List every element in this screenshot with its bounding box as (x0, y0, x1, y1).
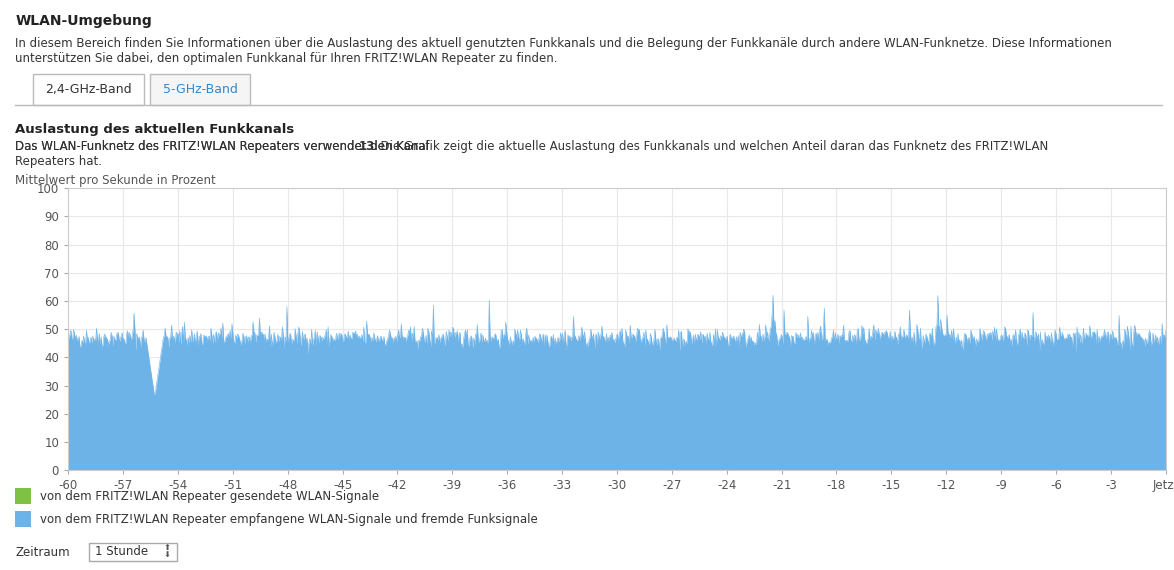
Text: 2,4-GHz-Band: 2,4-GHz-Band (46, 83, 131, 96)
Text: ⬆
⬇: ⬆ ⬇ (163, 543, 170, 560)
Text: 13: 13 (359, 140, 376, 153)
Text: Das WLAN-Funknetz des FRITZ!WLAN Repeaters verwendet den Kanal: Das WLAN-Funknetz des FRITZ!WLAN Repeate… (15, 140, 433, 153)
Text: Das WLAN-Funknetz des FRITZ!WLAN Repeaters verwendet den Kanal: Das WLAN-Funknetz des FRITZ!WLAN Repeate… (16, 140, 434, 153)
Text: Repeaters hat.: Repeaters hat. (15, 155, 102, 168)
Text: Auslastung des aktuellen Funkkanals: Auslastung des aktuellen Funkkanals (15, 123, 295, 136)
Text: 5-GHz-Band: 5-GHz-Band (163, 83, 237, 96)
Text: von dem FRITZ!WLAN Repeater empfangene WLAN-Signale und fremde Funksignale: von dem FRITZ!WLAN Repeater empfangene W… (40, 513, 538, 526)
Text: Mittelwert pro Sekunde in Prozent: Mittelwert pro Sekunde in Prozent (15, 174, 216, 187)
Text: In diesem Bereich finden Sie Informationen über die Auslastung des aktuell genut: In diesem Bereich finden Sie Information… (15, 37, 1112, 50)
Text: 1 Stunde: 1 Stunde (95, 545, 148, 558)
Text: von dem FRITZ!WLAN Repeater gesendete WLAN-Signale: von dem FRITZ!WLAN Repeater gesendete WL… (40, 490, 379, 503)
Text: Zeitraum: Zeitraum (15, 547, 70, 559)
Text: Das WLAN-Funknetz des FRITZ!WLAN Repeaters verwendet den Kanal: Das WLAN-Funknetz des FRITZ!WLAN Repeate… (15, 140, 433, 153)
Text: unterstützen Sie dabei, den optimalen Funkkanal für Ihren FRITZ!WLAN Repeater zu: unterstützen Sie dabei, den optimalen Fu… (15, 52, 558, 66)
Text: . Die Grafik zeigt die aktuelle Auslastung des Funkkanals und welchen Anteil dar: . Die Grafik zeigt die aktuelle Auslastu… (373, 140, 1048, 153)
Text: WLAN-Umgebung: WLAN-Umgebung (15, 14, 151, 28)
